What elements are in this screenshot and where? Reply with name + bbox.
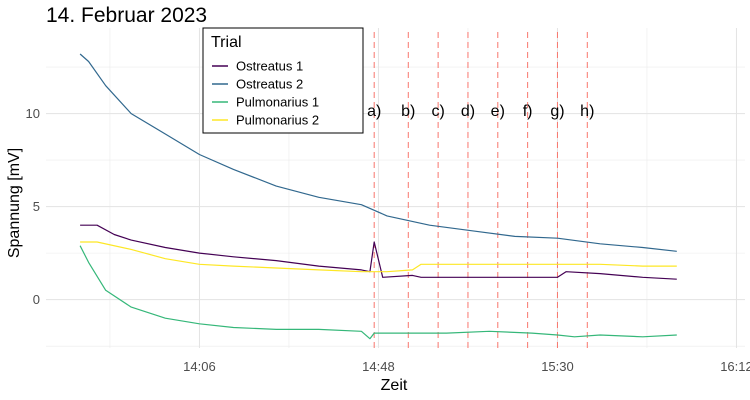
series-line — [80, 241, 677, 273]
chart-title: 14. Februar 2023 — [46, 4, 207, 27]
event-marker-label: e) — [491, 103, 505, 120]
x-tick-label: 15:30 — [541, 359, 574, 374]
event-marker-label: a) — [367, 103, 381, 120]
legend-label: Pulmonarius 2 — [236, 113, 319, 128]
x-tick-label: 16:12 — [720, 359, 750, 374]
legend-label: Pulmonarius 1 — [236, 95, 319, 110]
legend-box — [202, 27, 364, 134]
axis-ticks: 14:06 14:48 15:30 16:12 0 5 10 — [26, 106, 750, 374]
y-tick-label: 5 — [33, 199, 40, 214]
x-tick-label: 14:06 — [183, 359, 216, 374]
event-marker-label: h) — [580, 103, 594, 120]
event-marker-label: f) — [523, 103, 533, 120]
event-marker-label: b) — [401, 103, 415, 120]
event-markers: a) b) c) d) e) f) g) h) — [367, 32, 594, 348]
x-axis-title: Zeit — [381, 377, 408, 394]
grid — [46, 28, 745, 348]
y-axis-title: Spannung [mV] — [6, 148, 23, 258]
legend-label: Ostreatus 2 — [236, 77, 303, 92]
legend-items: Ostreatus 1 Ostreatus 2 Pulmonarius 1 Pulmo… — [212, 59, 319, 128]
legend: Trial Ostreatus 1 Ostreatus 2 Pulmonarius … — [202, 27, 364, 134]
x-tick-label: 14:48 — [362, 359, 395, 374]
event-marker-label: g) — [550, 103, 564, 120]
series-line — [79, 245, 677, 340]
series-line — [79, 53, 677, 252]
event-marker-label: c) — [431, 103, 444, 120]
legend-title: Trial — [211, 34, 242, 51]
y-tick-label: 10 — [26, 106, 40, 121]
y-tick-label: 0 — [33, 292, 40, 307]
series-lines — [79, 53, 677, 340]
series-line — [80, 224, 677, 280]
legend-label: Ostreatus 1 — [236, 59, 303, 74]
event-marker-label: d) — [461, 103, 475, 120]
